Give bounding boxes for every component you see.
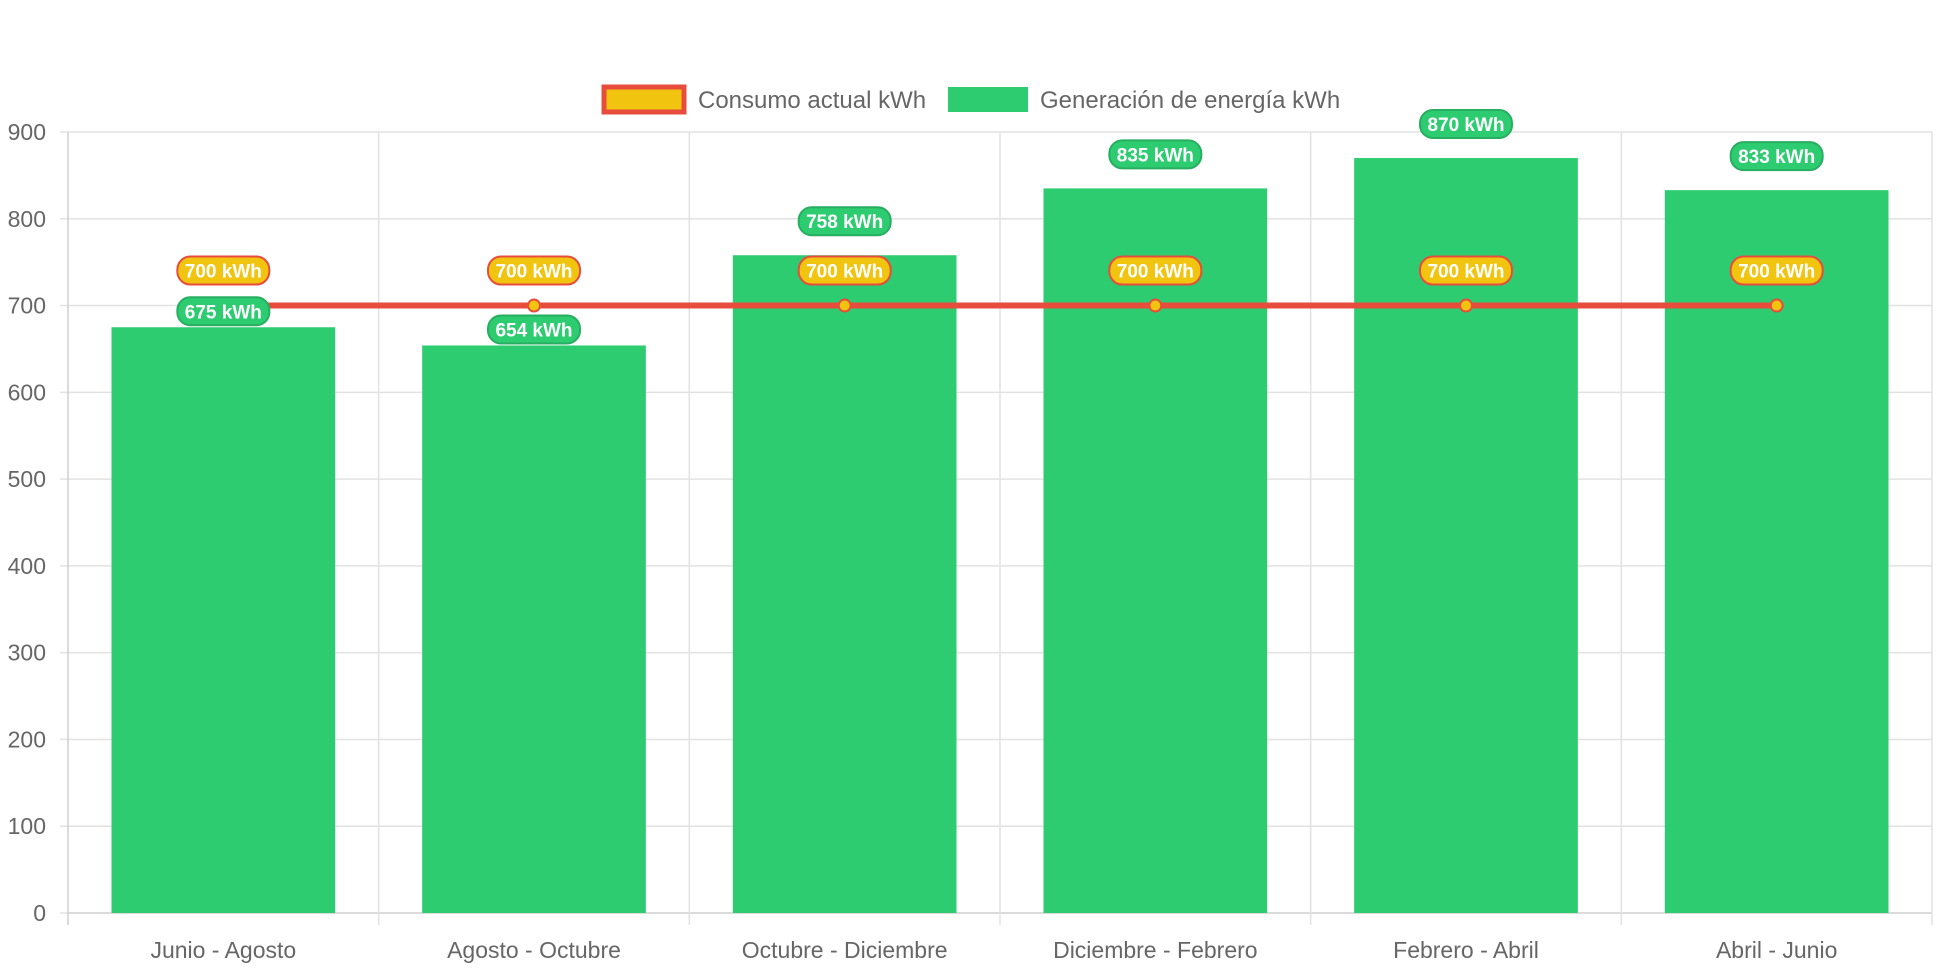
y-tick-label: 400 bbox=[8, 553, 46, 579]
bar-data-label: 833 kWh bbox=[1738, 147, 1815, 168]
bar-data-label-bg bbox=[1108, 139, 1203, 170]
y-tick-label: 700 bbox=[8, 293, 46, 319]
line-data-label-bg bbox=[176, 255, 271, 286]
x-tick-label: Febrero - Abril bbox=[1393, 937, 1539, 963]
y-tick-label: 0 bbox=[33, 900, 46, 926]
bar-data-label: 870 kWh bbox=[1427, 115, 1504, 136]
line-point[interactable] bbox=[837, 298, 852, 313]
line-data-label-bg bbox=[487, 255, 581, 286]
y-tick-label: 300 bbox=[8, 640, 46, 666]
line-point[interactable] bbox=[1148, 298, 1163, 313]
x-tick-label: Octubre - Diciembre bbox=[742, 937, 948, 963]
bar[interactable] bbox=[422, 345, 646, 913]
bar-data-label-bg bbox=[176, 296, 271, 327]
x-tick-label: Abril - Junio bbox=[1716, 937, 1837, 963]
y-tick-label: 600 bbox=[8, 379, 46, 405]
line-point[interactable] bbox=[527, 298, 541, 313]
bar-data-label: 675 kWh bbox=[185, 302, 262, 323]
line-data-label-bg bbox=[1419, 255, 1513, 286]
legend-label-consumo: Consumo actual kWh bbox=[698, 87, 926, 114]
bar[interactable] bbox=[1043, 188, 1268, 914]
bar-data-label-bg bbox=[487, 314, 581, 345]
legend-swatch-generacion bbox=[948, 87, 1028, 112]
legend[interactable]: Consumo actual kWh Generación de energía… bbox=[601, 84, 1340, 115]
line-data-label-bg bbox=[1729, 255, 1824, 286]
bar[interactable] bbox=[111, 327, 336, 913]
line-data-label: 700 kWh bbox=[806, 262, 883, 283]
bar-data-label-bg bbox=[1419, 109, 1513, 140]
line-point[interactable] bbox=[1769, 298, 1784, 313]
x-tick-label: Junio - Agosto bbox=[150, 937, 296, 963]
x-tick-label: Diciembre - Febrero bbox=[1053, 937, 1258, 963]
plot-area: 0 100 200 300 400 500 600 700 800 900 Junio - Agos… bbox=[8, 109, 1933, 963]
legend-item-consumo[interactable]: Consumo actual kWh bbox=[601, 84, 926, 115]
y-tick-label: 500 bbox=[8, 466, 46, 492]
x-tick-label: Agosto - Octubre bbox=[447, 937, 621, 963]
bar-data-label: 758 kWh bbox=[806, 212, 883, 233]
line-data-label-bg bbox=[1108, 255, 1203, 286]
line-data-label: 700 kWh bbox=[185, 262, 262, 283]
y-tick-label: 900 bbox=[8, 119, 46, 145]
bar-data-label: 654 kWh bbox=[495, 320, 572, 341]
line-data-label: 700 kWh bbox=[1738, 262, 1815, 283]
bar-data-label: 835 kWh bbox=[1117, 145, 1194, 166]
legend-swatch-consumo bbox=[601, 84, 687, 115]
y-tick-label: 200 bbox=[8, 726, 46, 752]
line-data-label: 700 kWh bbox=[1117, 262, 1194, 283]
line-data-label-bg bbox=[797, 255, 892, 286]
line-point[interactable] bbox=[1459, 298, 1473, 313]
bar[interactable] bbox=[732, 255, 957, 914]
y-tick-label: 800 bbox=[8, 206, 46, 232]
bar-data-label-bg bbox=[1729, 141, 1824, 172]
legend-label-generacion: Generación de energía kWh bbox=[1040, 87, 1340, 114]
line-data-label: 700 kWh bbox=[1427, 262, 1504, 283]
bar-data-label-bg bbox=[797, 206, 892, 237]
y-tick-label: 100 bbox=[8, 813, 46, 839]
legend-item-generacion[interactable]: Generación de energía kWh bbox=[948, 87, 1340, 114]
line-data-label: 700 kWh bbox=[495, 262, 572, 283]
